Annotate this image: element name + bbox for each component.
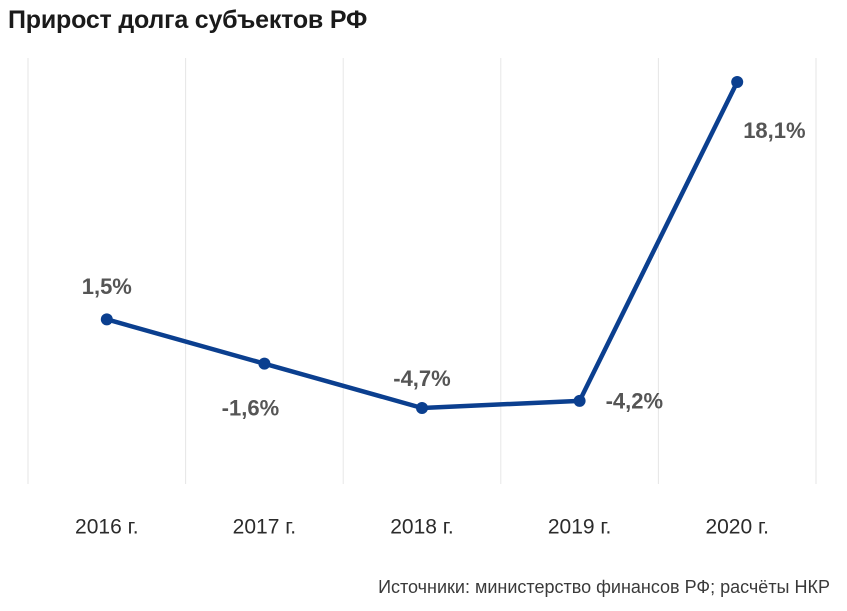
x-tick-label: 2018 г.	[390, 516, 453, 539]
data-point-1	[100, 313, 113, 326]
source-note: Источники: министерство финансов РФ; рас…	[378, 577, 830, 597]
chart-title: Прирост долга субъектов РФ	[8, 6, 368, 34]
grid-lines	[27, 58, 817, 484]
series-line-layer	[104, 79, 740, 411]
data-point-4	[573, 394, 586, 407]
x-tick-label: 2017 г.	[233, 516, 296, 539]
data-point-5	[731, 76, 744, 88]
x-tick-label: 2019 г.	[548, 516, 611, 539]
data-label-2: -1,6%	[222, 395, 279, 420]
data-points	[100, 76, 744, 414]
data-labels: 1,5% -1,6% -4,7% -4,2% 18,1%	[82, 118, 806, 421]
data-label-4: -4,2%	[606, 389, 663, 414]
data-label-3: -4,7%	[393, 366, 450, 391]
series-line	[104, 79, 740, 411]
data-label-1: 1,5%	[82, 274, 132, 299]
x-tick-label: 2016 г.	[75, 516, 138, 539]
x-tick-label: 2020 г.	[705, 516, 768, 539]
data-label-5: 18,1%	[743, 118, 805, 143]
x-axis-tick-labels: 2016 г. 2017 г. 2018 г. 2019 г. 2020 г.	[75, 516, 769, 539]
data-point-3	[416, 402, 428, 414]
data-point-2	[258, 357, 271, 370]
